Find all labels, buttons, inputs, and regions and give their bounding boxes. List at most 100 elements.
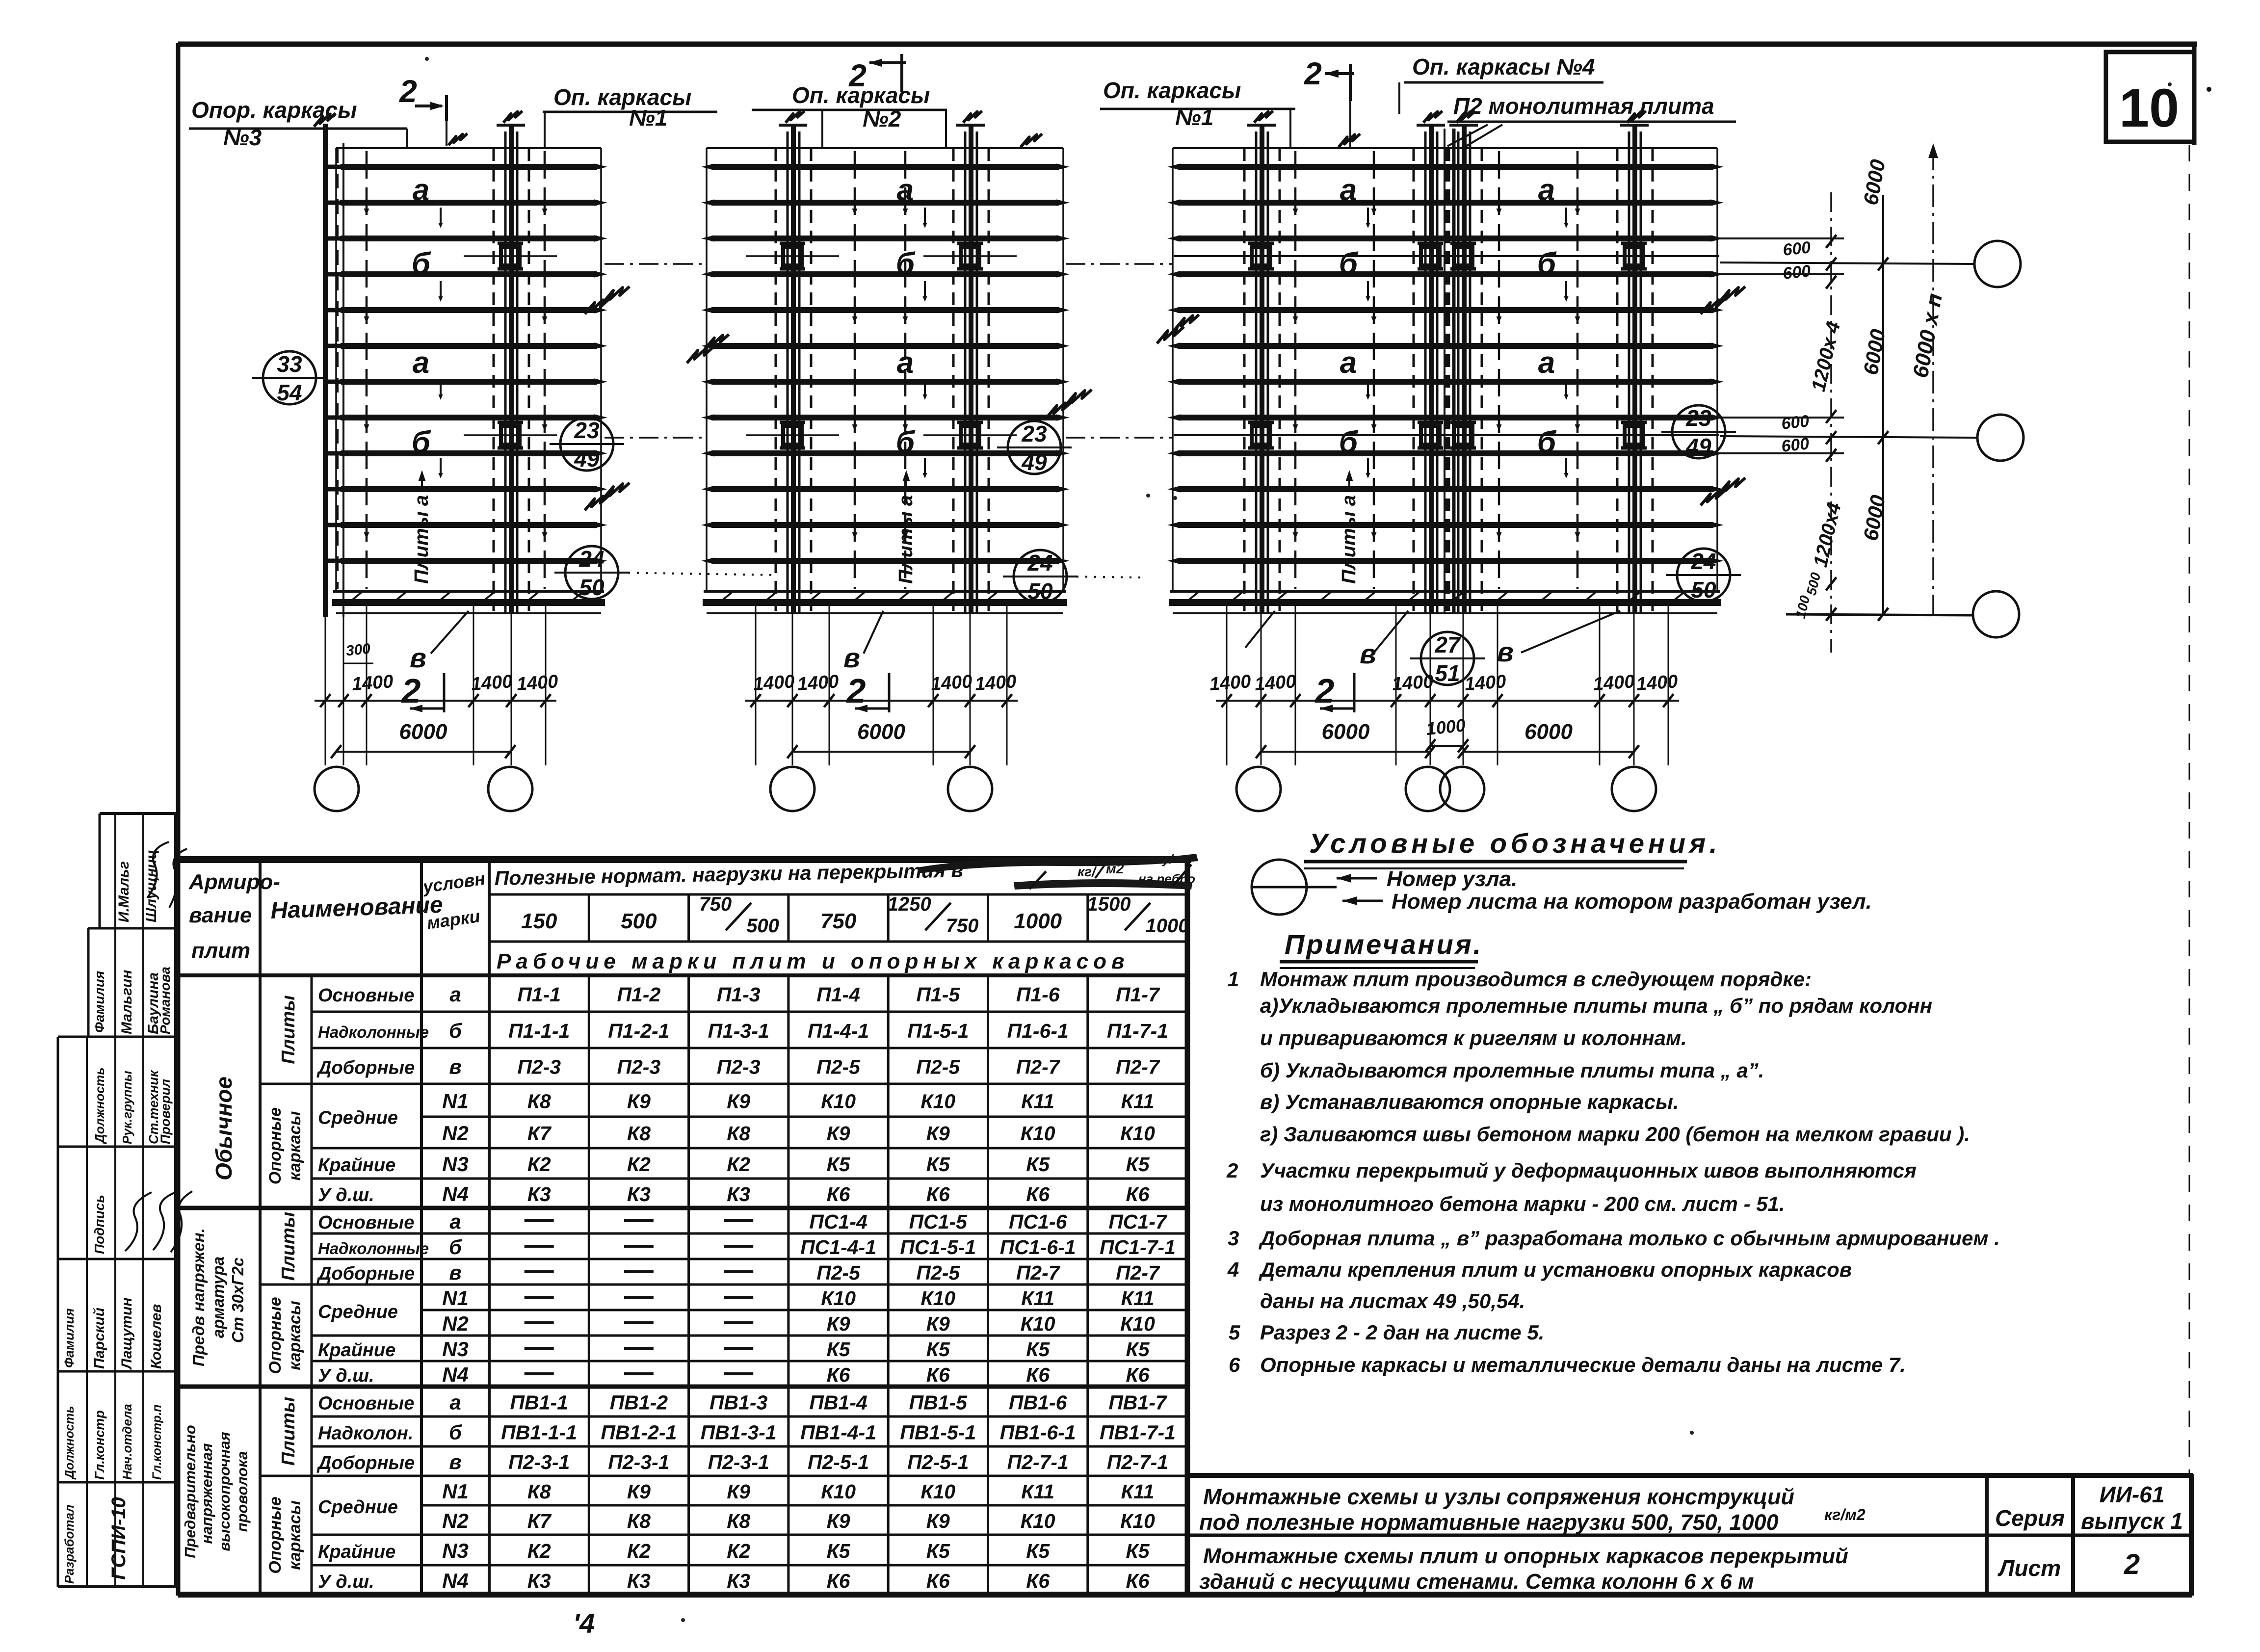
svg-text:К10: К10 — [821, 1090, 856, 1113]
svg-text:К2: К2 — [727, 1540, 750, 1562]
svg-text:Доборные: Доборные — [316, 1058, 415, 1078]
svg-text:в: в — [449, 1261, 461, 1284]
svg-text:4: 4 — [1227, 1258, 1239, 1281]
svg-text:1400: 1400 — [351, 671, 394, 695]
svg-text:К5: К5 — [827, 1153, 851, 1176]
svg-text:Основные: Основные — [318, 985, 414, 1006]
svg-text:К5: К5 — [926, 1153, 950, 1176]
svg-text:К11: К11 — [1021, 1287, 1054, 1310]
svg-text:К6: К6 — [926, 1570, 950, 1592]
svg-text:24: 24 — [1690, 549, 1716, 574]
svg-text:П1-5: П1-5 — [916, 983, 960, 1006]
svg-text:1400: 1400 — [516, 671, 559, 695]
svg-text:Доборные: Доборные — [316, 1453, 415, 1473]
svg-text:б: б — [896, 425, 916, 459]
svg-text:К11: К11 — [1021, 1480, 1054, 1503]
svg-text:N1: N1 — [442, 1286, 469, 1310]
svg-text:кг/м2: кг/м2 — [1824, 1506, 1866, 1523]
svg-text:К8: К8 — [627, 1510, 651, 1532]
svg-text:600: 600 — [1781, 434, 1810, 456]
svg-text:К8: К8 — [727, 1122, 750, 1145]
svg-text:Наименование: Наименование — [270, 892, 444, 924]
svg-text:К10: К10 — [1120, 1510, 1155, 1532]
svg-text:К5: К5 — [1026, 1338, 1050, 1361]
svg-text:даны на листах 49 ,50,54.: даны на листах 49 ,50,54. — [1260, 1289, 1525, 1312]
svg-text:Номер узла.: Номер узла. — [1387, 867, 1517, 891]
svg-text:1400: 1400 — [1593, 671, 1635, 695]
svg-text:Разрез 2 - 2 дан на листе 5: Разрез 2 - 2 дан на листе 5. — [1260, 1321, 1544, 1344]
svg-text:3: 3 — [1228, 1227, 1239, 1250]
svg-text:Основные: Основные — [318, 1212, 414, 1233]
svg-text:К10: К10 — [920, 1480, 955, 1503]
svg-text:Крайние: Крайние — [318, 1340, 395, 1361]
svg-text:кг/: кг/ — [1077, 864, 1097, 879]
svg-text:ПС1-4-1: ПС1-4-1 — [800, 1236, 876, 1259]
svg-text:Серия: Серия — [1995, 1505, 2065, 1531]
svg-text:П1-2-1: П1-2-1 — [608, 1020, 669, 1042]
svg-text:N4: N4 — [442, 1182, 469, 1206]
svg-text:П2-3-1: П2-3-1 — [508, 1451, 570, 1473]
svg-text:К5: К5 — [827, 1540, 851, 1562]
svg-text:ПВ1-3-1: ПВ1-3-1 — [701, 1421, 777, 1444]
svg-text:N4: N4 — [442, 1363, 469, 1386]
svg-text:К8: К8 — [627, 1122, 651, 1145]
svg-text:50: 50 — [1027, 578, 1053, 604]
svg-text:Опорные каркасы и металличе: Опорные каркасы и металлические детали д… — [1260, 1353, 1906, 1376]
svg-text:П2-5: П2-5 — [816, 1261, 861, 1284]
svg-text:а: а — [413, 173, 429, 207]
svg-text:К6: К6 — [1126, 1364, 1150, 1386]
svg-text:П2-3-1: П2-3-1 — [608, 1451, 669, 1473]
svg-text:К3: К3 — [527, 1570, 551, 1592]
svg-text:ПВ1-4: ПВ1-4 — [809, 1391, 867, 1414]
svg-text:N3: N3 — [442, 1539, 469, 1562]
svg-text:10: 10 — [2119, 78, 2179, 138]
svg-text:П2-5-1: П2-5-1 — [808, 1451, 869, 1473]
svg-text:П2-5: П2-5 — [916, 1056, 960, 1078]
svg-text:Подпись: Подпись — [92, 1195, 107, 1254]
svg-text:П2-3: П2-3 — [617, 1056, 661, 1078]
svg-text:а: а — [1340, 173, 1357, 207]
svg-text:N2: N2 — [442, 1312, 469, 1335]
svg-text:У д.ш.: У д.ш. — [318, 1185, 374, 1206]
svg-text:Проверил: Проверил — [158, 1079, 173, 1144]
svg-text:Номер листа на котором разрабо: Номер листа на котором разработан узел. — [1392, 890, 1872, 914]
svg-text:6000: 6000 — [1322, 720, 1370, 744]
svg-text:23: 23 — [574, 418, 600, 443]
svg-text:а: а — [449, 1391, 461, 1414]
svg-text:К10: К10 — [1021, 1510, 1055, 1532]
svg-text:54: 54 — [277, 380, 302, 405]
svg-text:ПВ1-6: ПВ1-6 — [1009, 1391, 1068, 1414]
svg-text:'4: '4 — [573, 1608, 595, 1639]
svg-text:Крайние: Крайние — [318, 1542, 395, 1562]
svg-text:К9: К9 — [727, 1480, 750, 1503]
svg-text:в: в — [1360, 638, 1376, 669]
svg-text:высокопрочная: высокопрочная — [216, 1432, 233, 1551]
svg-text:П1-7-1: П1-7-1 — [1107, 1020, 1168, 1042]
svg-text:Надколонные: Надколонные — [318, 1023, 429, 1041]
svg-text:Опор. каркасы: Опор. каркасы — [191, 97, 357, 123]
svg-text:Оп. каркасы №4: Оп. каркасы №4 — [1412, 54, 1595, 79]
svg-text:а: а — [1538, 173, 1555, 207]
svg-text:из монолитного бетона марки -: из монолитного бетона марки - 200 см. ли… — [1260, 1192, 1785, 1215]
svg-text:б: б — [896, 247, 916, 281]
svg-text:Разработал: Разработал — [62, 1505, 77, 1584]
svg-text:П2-7-1: П2-7-1 — [1107, 1451, 1168, 1473]
svg-text:П2-5: П2-5 — [916, 1261, 960, 1284]
svg-text:ПС1-6-1: ПС1-6-1 — [1000, 1236, 1076, 1259]
svg-text:и привариваются к ригелям и к: и привариваются к ригелям и колоннам. — [1260, 1026, 1687, 1049]
svg-text:У д.ш.: У д.ш. — [318, 1365, 374, 1386]
svg-text:N4: N4 — [442, 1569, 469, 1592]
svg-text:К11: К11 — [1121, 1287, 1155, 1310]
svg-text:150: 150 — [521, 909, 557, 933]
svg-text:N1: N1 — [442, 1480, 469, 1503]
svg-text:П2-7-1: П2-7-1 — [1007, 1451, 1069, 1473]
svg-text:К8: К8 — [527, 1480, 551, 1503]
svg-text:500: 500 — [746, 915, 779, 937]
svg-text:ПВ1-7: ПВ1-7 — [1108, 1391, 1168, 1414]
svg-text:Рабочие марки плит и опорны: Рабочие марки плит и опорных каркасов — [497, 949, 1130, 973]
svg-text:К3: К3 — [727, 1570, 750, 1592]
svg-text:1400: 1400 — [1636, 671, 1679, 695]
svg-text:Доборные: Доборные — [316, 1263, 415, 1284]
svg-text:Плиты: Плиты — [278, 1397, 299, 1466]
svg-text:плит: плит — [191, 939, 250, 963]
